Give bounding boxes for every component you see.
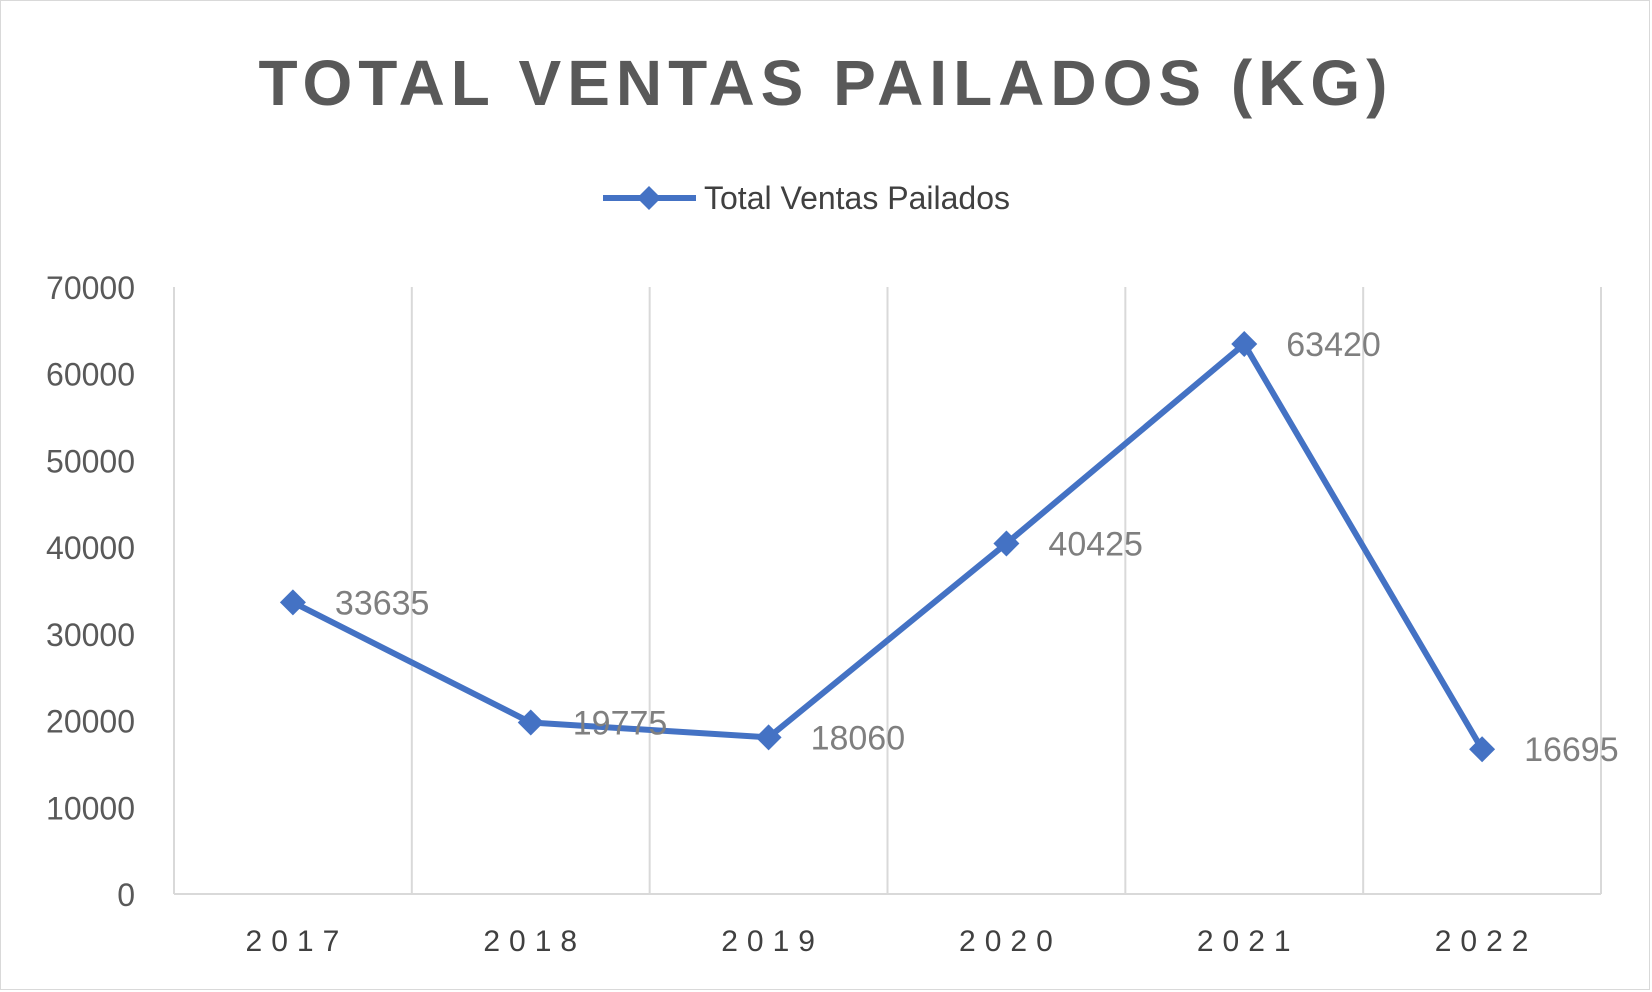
y-tick-label: 10000 (46, 790, 135, 826)
y-tick-label: 30000 (46, 617, 135, 653)
data-label: 18060 (811, 719, 906, 757)
legend: Total Ventas Pailados (603, 180, 1010, 216)
data-label: 33635 (335, 584, 430, 622)
x-tick-label: 2018 (483, 925, 586, 958)
y-tick-label: 20000 (46, 704, 135, 740)
series-total-ventas-pailados (279, 331, 1496, 763)
data-point-marker (755, 724, 782, 751)
chart-title: TOTAL VENTAS PAILADOS (KG) (259, 47, 1394, 119)
axes: 0 10000 20000 30000 40000 50000 60000 70000 2017… (46, 270, 1601, 958)
data-label: 16695 (1524, 731, 1619, 769)
data-label: 63420 (1286, 326, 1381, 364)
data-point-marker (1231, 331, 1258, 358)
data-label: 40425 (1048, 525, 1143, 563)
y-tick-label: 0 (117, 877, 135, 913)
y-tick-label: 40000 (46, 530, 135, 566)
data-point-marker (517, 709, 544, 736)
x-tick-label: 2020 (959, 925, 1062, 958)
data-point-marker (279, 589, 306, 616)
x-tick-label: 2017 (246, 925, 349, 958)
x-tick-label: 2021 (1197, 925, 1300, 958)
y-tick-label: 50000 (46, 443, 135, 479)
data-point-marker (1469, 736, 1496, 763)
series-line (291, 341, 1485, 751)
y-tick-label: 70000 (46, 270, 135, 306)
x-tick-label: 2019 (721, 925, 824, 958)
legend-label: Total Ventas Pailados (704, 180, 1010, 216)
data-labels: 33635 19775 18060 40425 63420 16695 (335, 326, 1619, 769)
legend-marker-icon (637, 186, 661, 210)
gridlines (173, 287, 1602, 894)
data-label: 19775 (573, 705, 668, 743)
data-point-marker (993, 530, 1020, 557)
y-tick-label: 60000 (46, 357, 135, 393)
x-tick-label: 2022 (1435, 925, 1538, 958)
